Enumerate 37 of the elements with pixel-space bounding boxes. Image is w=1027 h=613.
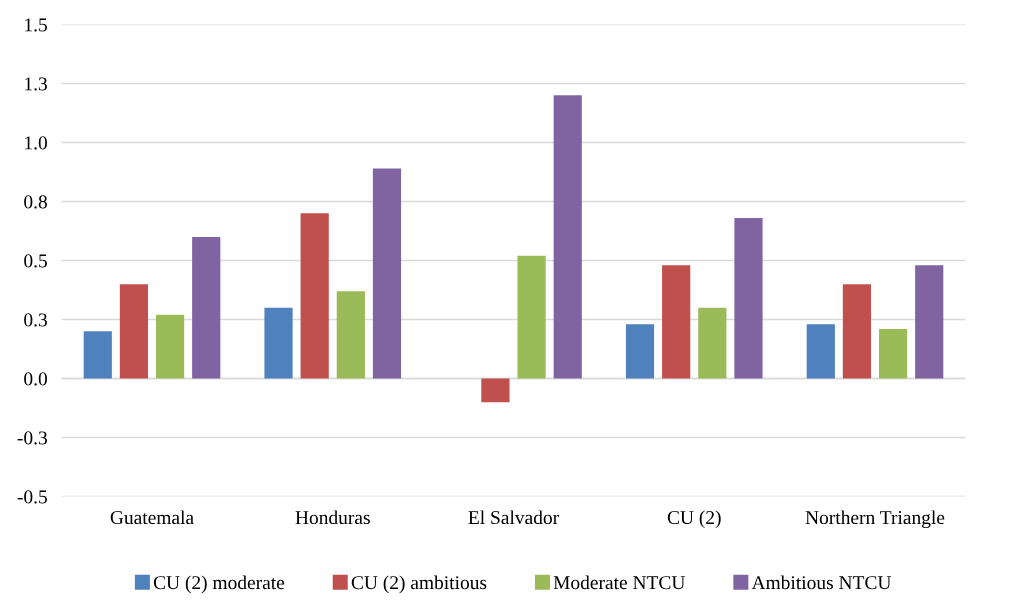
bar xyxy=(372,168,402,379)
y-tick-label: -0.5 xyxy=(17,490,47,504)
bar xyxy=(915,265,944,379)
legend-label: Ambitious NTCU xyxy=(751,575,892,590)
bar xyxy=(734,218,763,379)
bar xyxy=(698,307,727,379)
y-tick-label: 0.8 xyxy=(24,195,47,209)
bar xyxy=(336,291,365,379)
bar xyxy=(625,324,655,379)
legend-label: CU (2) ambitious xyxy=(351,575,487,594)
bar xyxy=(517,255,546,379)
x-tick-label: Northern Triangle xyxy=(805,510,945,529)
bar xyxy=(553,95,582,379)
y-tick-label: 1.0 xyxy=(25,136,47,150)
bar xyxy=(192,236,221,379)
bar xyxy=(264,307,293,379)
bar xyxy=(806,324,835,379)
bar xyxy=(481,378,510,403)
bar xyxy=(878,328,908,379)
y-tick-label: 0.3 xyxy=(24,313,47,327)
y-tick-label: 0.5 xyxy=(24,254,47,268)
y-tick-label: 1.5 xyxy=(25,18,47,32)
y-tick-label: 0.0 xyxy=(24,372,47,386)
y-tick-label: -0.3 xyxy=(17,431,47,445)
y-tick-label: 1.3 xyxy=(25,77,47,91)
bar xyxy=(119,284,149,379)
bar xyxy=(300,213,329,379)
x-tick-label: CU (2) xyxy=(667,510,721,529)
bar xyxy=(83,331,112,379)
x-tick-label: Guatemala xyxy=(110,510,194,525)
x-tick-label: El Salvador xyxy=(468,510,559,525)
x-tick-label: Honduras xyxy=(295,510,370,525)
legend-label: Moderate NTCU xyxy=(553,575,686,590)
bar xyxy=(662,265,691,379)
bar xyxy=(155,314,185,379)
bar xyxy=(842,284,872,379)
legend-label: CU (2) moderate xyxy=(153,575,285,594)
